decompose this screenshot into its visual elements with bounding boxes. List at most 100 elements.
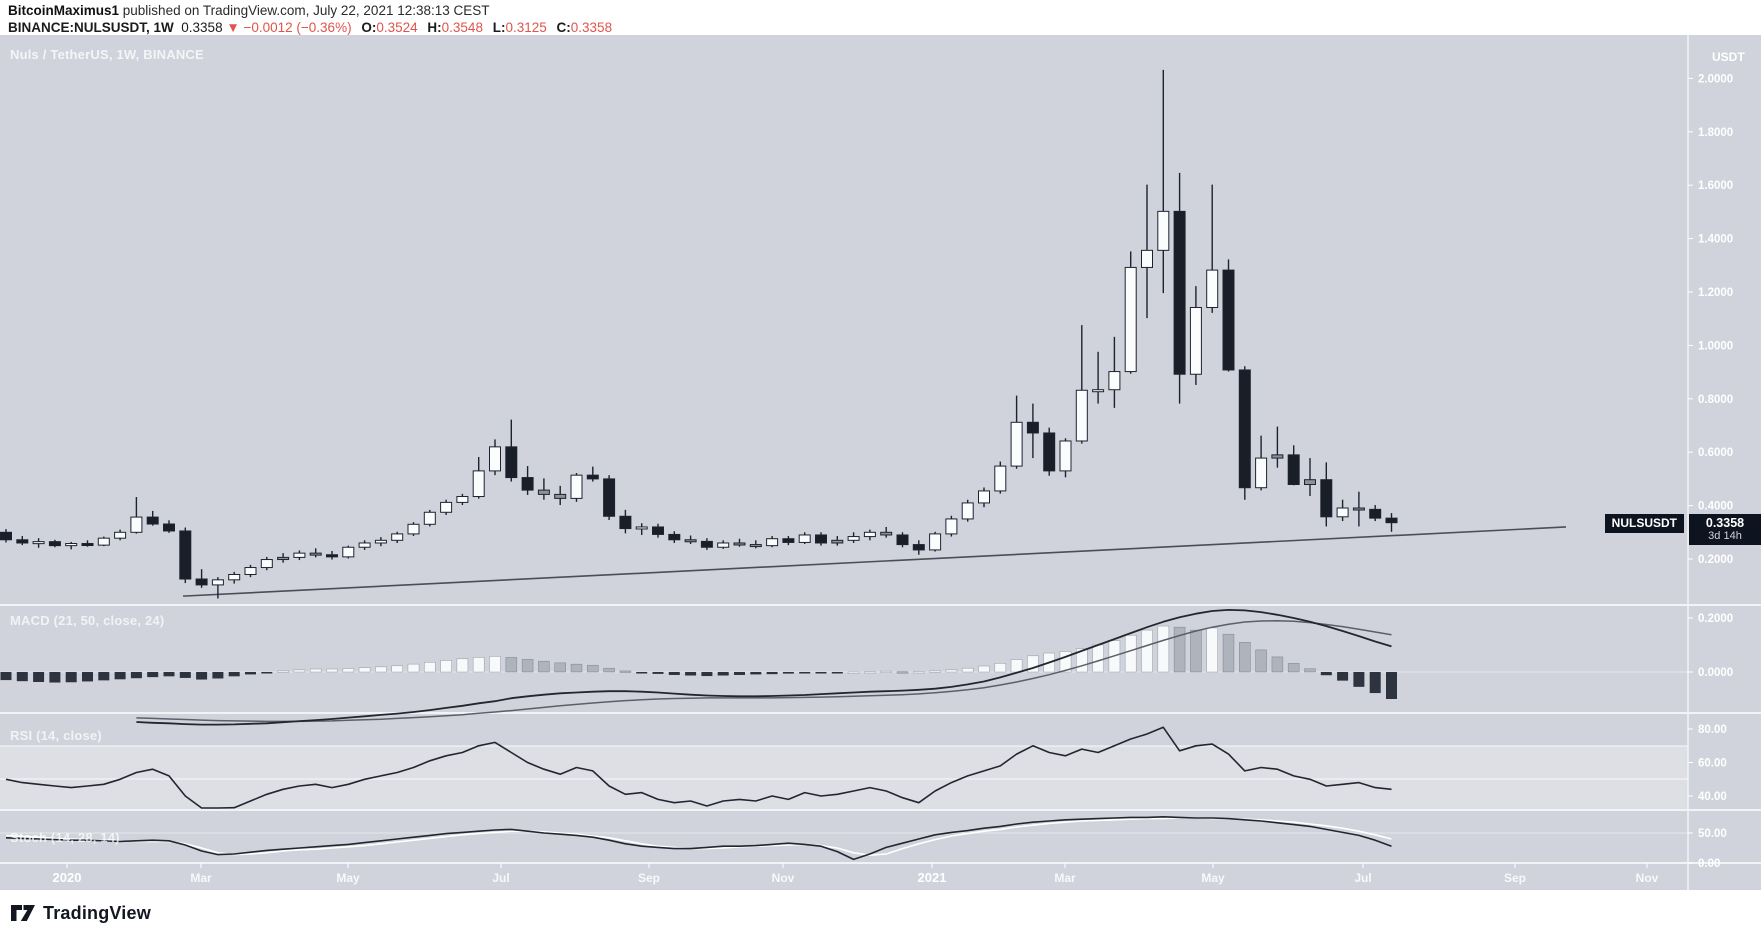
low-label: L: [492,20,506,35]
rsi-tick-label: 80.00 [1698,724,1727,736]
time-axis-label: Mar [1054,871,1076,885]
macd-histogram-bar [570,663,583,673]
candle-body [668,533,681,541]
price-tick-label: 1.8000 [1698,127,1733,139]
macd-histogram-bar [196,672,208,680]
candle-body [97,537,110,546]
bar-countdown: 3d 14h [1708,530,1742,542]
candle-body [1043,432,1056,472]
candle-body [16,539,29,544]
price-tick-label: 0.2000 [1698,554,1733,566]
candle-body [146,516,159,525]
candle-body [1336,507,1349,518]
macd-histogram-bar [734,672,745,675]
macd-histogram-bar [407,663,420,673]
price-tick-label: 1.4000 [1698,234,1733,246]
candle-body [554,493,567,499]
macd-histogram-bar [179,672,191,678]
macd-histogram-bar [1173,626,1186,673]
candle-body [1124,266,1137,373]
macd-histogram-bar [489,656,501,673]
candle-body [1320,479,1333,518]
candle-body [1189,306,1202,375]
time-axis-label: 2021 [918,870,947,885]
candle-body [1238,369,1251,489]
symbol-badge: NULSUSDT [1604,514,1684,533]
macd-histogram-bar [896,671,909,674]
candle-body [260,559,273,569]
price-axis-currency: USDT [1712,50,1745,64]
time-axis-label: Jul [492,871,509,885]
publication-header: BitcoinMaximus1 published on TradingView… [8,2,1748,36]
macd-histogram-bar [1059,651,1072,673]
macd-histogram-bar [342,668,355,673]
macd-histogram-bar [815,672,827,674]
candle-body [1026,421,1039,434]
footer: TradingView [0,890,1761,935]
macd-histogram-bar [1190,629,1202,673]
candle-body [521,477,534,491]
candle-body [179,530,192,580]
candle-body [717,542,730,548]
macd-histogram-bar [603,667,615,673]
candle-body [733,542,746,546]
candle-body [195,578,208,586]
macd-histogram-bar [1386,672,1397,699]
price-tick-label: 0.4000 [1698,501,1733,513]
macd-histogram-bar [1255,649,1267,673]
candle-body [1352,507,1365,511]
macd-histogram-bar [391,665,404,673]
macd-histogram-bar [423,661,436,673]
rsi-tick-label: 40.00 [1698,791,1727,803]
macd-histogram-bar [261,672,273,674]
chart-canvas[interactable]: USDT 2.0000 1.8000 1.6000 1.4000 1.2000 1.0000… [0,35,1761,890]
candle-body [766,538,779,547]
macd-histogram-bar [847,671,860,674]
macd-histogram-bar [1353,672,1365,687]
macd-histogram-bar [228,672,240,677]
candle-body [961,502,974,520]
macd-histogram-bar [1271,656,1284,673]
macd-histogram-bar [782,672,794,674]
macd-histogram-bar [440,660,452,673]
candle-body [929,533,942,551]
candle-body [472,470,485,498]
macd-histogram-bar [33,672,45,682]
macd-histogram-bar [1222,633,1235,673]
price-axis[interactable] [1688,35,1761,863]
macd-histogram-bar [701,672,713,677]
candle-body [374,539,387,544]
candle-body [847,536,860,541]
price-change: −0.0012 (−0.36%) [243,20,352,35]
rsi-tick-label: 60.00 [1698,758,1727,770]
candle-body [440,501,453,513]
stoch-tick-label: 50.00 [1698,828,1727,840]
macd-histogram-bar [554,662,567,673]
symbol-name: BINANCE:NULSUSDT, 1W [8,20,174,35]
macd-histogram-bar [864,671,876,674]
time-axis[interactable] [0,863,1688,890]
macd-histogram-bar [98,672,110,681]
macd-histogram-bar [163,672,175,677]
macd-histogram-bar [505,657,518,673]
candle-body [1369,508,1382,519]
macd-histogram-bar [1010,659,1023,673]
macd-line [136,609,1392,726]
candle-body [65,543,78,547]
macd-histogram-bar [277,670,289,673]
rsi-band [0,746,1688,810]
candle-body [896,534,909,546]
candle-body [489,446,501,472]
tradingview-logo[interactable]: TradingView [10,901,151,925]
time-axis-label: 2020 [53,870,82,885]
candle-body [1092,389,1105,393]
last-price: 0.3358 [181,20,223,35]
macd-histogram-bar [652,672,664,674]
stoch-k-line [5,815,1392,861]
candle-body [211,579,224,586]
candle-body [391,533,404,541]
price-tick-label: 1.0000 [1698,340,1733,352]
candle-body [1075,389,1088,442]
candle-body [0,531,12,541]
macd-histogram-bar [16,672,28,682]
